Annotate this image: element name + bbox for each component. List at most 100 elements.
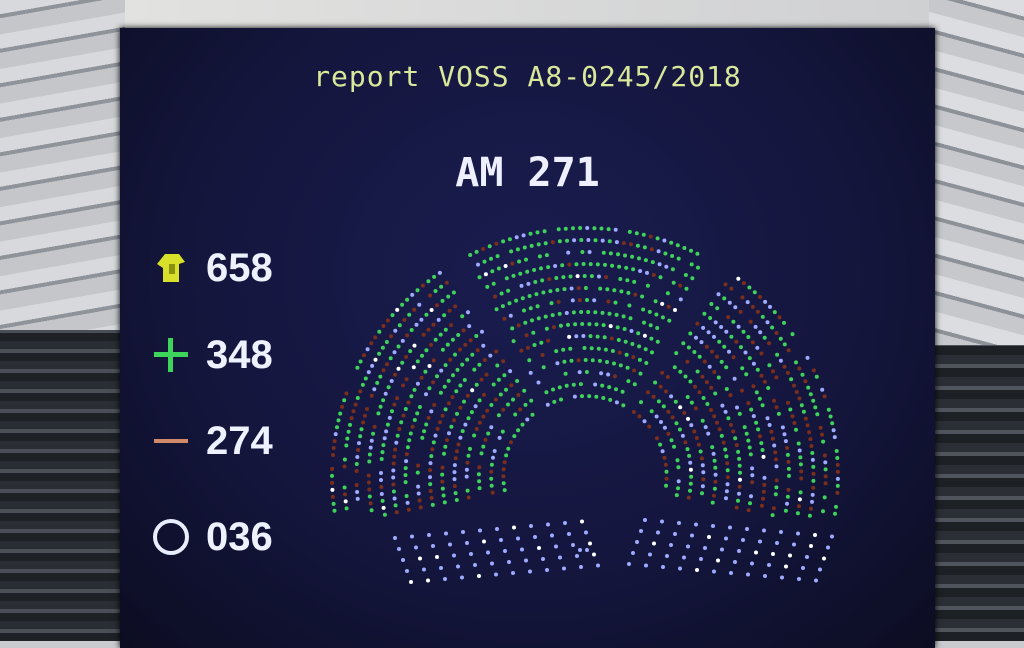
seat-dot	[518, 271, 523, 276]
seat-dot	[495, 363, 500, 368]
seat-dot	[675, 243, 680, 248]
seat-dot	[482, 392, 486, 397]
seat-dot	[673, 399, 678, 404]
seat-dot	[551, 325, 556, 330]
seat-dot	[555, 361, 560, 366]
seat-dot	[725, 475, 730, 480]
seat-dot	[541, 290, 546, 295]
seat-dot	[593, 310, 598, 315]
seat-dot	[830, 534, 834, 539]
seat-dot	[403, 407, 408, 411]
seat-dot	[794, 390, 799, 394]
seat-dot	[782, 432, 787, 437]
seat-dot	[487, 244, 492, 249]
seat-dot	[472, 433, 477, 438]
seat-dot	[498, 392, 503, 397]
seat-dot	[514, 298, 519, 303]
seat-dot	[801, 409, 806, 414]
seat-dot	[550, 313, 555, 318]
seat-dot	[490, 490, 495, 495]
seat-dot	[686, 416, 690, 421]
seat-dot	[331, 501, 336, 506]
seat-dot	[699, 456, 704, 461]
seat-dot	[808, 392, 813, 397]
seat-dot	[588, 541, 592, 546]
seat-dot	[384, 340, 389, 344]
seat-dot	[759, 373, 764, 378]
seat-dot	[543, 241, 548, 246]
seat-dot	[368, 445, 373, 450]
seat-dot	[746, 438, 751, 443]
seat-dot	[835, 476, 840, 481]
seat-dot	[613, 374, 617, 379]
seat-dot	[648, 234, 653, 239]
seat-dot	[662, 238, 667, 243]
seat-dot	[449, 424, 454, 429]
seat-dot	[533, 280, 538, 284]
seat-dot	[433, 337, 438, 342]
seat-dot	[601, 250, 606, 255]
seat-dot	[780, 575, 784, 580]
seat-dot	[662, 455, 667, 460]
seat-dot	[416, 491, 421, 496]
seat-dot	[397, 427, 402, 431]
seat-dot	[372, 424, 377, 429]
seat-dot	[447, 308, 452, 313]
seat-dot	[393, 447, 398, 452]
seat-dot	[409, 328, 414, 332]
seat-dot	[387, 415, 392, 420]
seat-dot	[492, 449, 497, 453]
seat-dot	[443, 327, 448, 332]
seat-dot	[446, 401, 451, 406]
seat-dot	[741, 281, 746, 286]
seat-dot	[417, 405, 422, 409]
seat-dot	[640, 294, 645, 299]
seat-dot	[748, 501, 752, 506]
seat-dot	[362, 413, 367, 418]
seat-dot	[657, 262, 662, 267]
seat-dot	[768, 304, 772, 309]
seat-dot	[717, 339, 722, 344]
seat-dot	[510, 326, 515, 331]
seat-dot	[786, 348, 791, 353]
seat-dot	[501, 467, 506, 472]
seat-dot	[516, 393, 521, 397]
seat-dot	[680, 433, 685, 438]
seat-dot	[678, 369, 683, 374]
seat-dot	[649, 409, 654, 414]
seat-dot	[675, 458, 680, 463]
seat-dot	[713, 465, 718, 470]
seat-dot	[585, 298, 589, 302]
seat-dot	[557, 385, 562, 390]
seat-dot	[541, 557, 545, 561]
seat-dot	[456, 564, 460, 569]
seat-dot	[407, 312, 412, 317]
seat-dot	[429, 342, 433, 347]
seat-dot	[507, 237, 512, 242]
seat-dot	[589, 346, 594, 351]
seat-dot	[552, 399, 557, 404]
seat-dot	[729, 422, 733, 427]
seat-dot	[669, 438, 674, 443]
seat-dot	[746, 401, 751, 406]
seat-dot	[379, 492, 384, 496]
seat-dot	[774, 405, 779, 410]
seat-dot	[683, 273, 688, 277]
seat-dot	[786, 400, 790, 405]
seat-dot	[392, 454, 397, 459]
seat-dot	[760, 448, 765, 452]
seat-dot	[544, 390, 549, 395]
seat-dot	[807, 513, 812, 518]
seat-dot	[704, 380, 709, 385]
seat-dot	[723, 409, 728, 414]
seat-dot	[738, 470, 742, 475]
seat-dot	[520, 547, 524, 552]
seat-dot	[790, 414, 795, 419]
seat-dot	[569, 286, 574, 291]
seat-dot	[663, 462, 668, 467]
seat-dot	[478, 528, 482, 533]
seat-dot	[605, 287, 610, 292]
seat-dot	[650, 260, 655, 265]
seat-dot	[688, 481, 693, 486]
seat-dot	[811, 485, 816, 490]
